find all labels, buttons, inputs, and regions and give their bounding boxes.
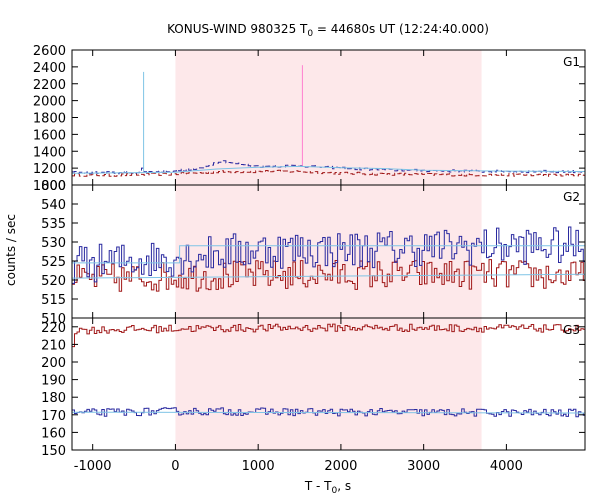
series-g2-fit-red	[72, 273, 585, 279]
y-tick-label: 535	[41, 217, 66, 232]
x-tick-label: 1000	[242, 459, 275, 474]
series-g1-red	[72, 169, 585, 177]
y-tick-label: 150	[41, 444, 66, 459]
y-tick-label: 540	[41, 198, 66, 213]
x-tick-label: 3000	[407, 459, 440, 474]
y-tick-label: 170	[41, 409, 66, 424]
y-tick-label: 1200	[33, 162, 66, 177]
series-g3-blue	[72, 407, 585, 418]
highlight-interval	[175, 50, 482, 450]
series-g2-red	[72, 259, 585, 292]
panel-label: G2	[563, 190, 580, 204]
chart-title-subscript: 0	[307, 29, 313, 39]
y-tick-label: 160	[41, 426, 66, 441]
x-axis-label-subscript: 0	[332, 486, 338, 496]
x-tick-label: 2000	[324, 459, 357, 474]
series-g2-blue	[72, 226, 585, 284]
chart-title-rest: = 44680s UT (12:24:40.000)	[313, 22, 489, 36]
panel-plot-area	[72, 226, 585, 292]
y-tick-label: 525	[41, 255, 66, 270]
y-tick-label: 1000	[33, 179, 66, 194]
x-tick-label: -1000	[74, 459, 112, 474]
y-tick-label: 200	[41, 356, 66, 371]
panel-g3: G3 150 160 170 180 190 200 210 220	[41, 317, 586, 459]
y-tick-label: 2600	[33, 44, 66, 59]
panel-label: G3	[563, 323, 580, 337]
y-axis-label: counts / sec	[4, 214, 18, 286]
chart-title: KONUS-WIND 980325 T0 = 44680s UT (12:24:…	[167, 22, 489, 39]
panel-plot-area	[72, 323, 585, 418]
y-tick-label: 220	[41, 321, 66, 336]
y-tick-label: 180	[41, 391, 66, 406]
y-tick-label: 2200	[33, 78, 66, 93]
chart-title-main: KONUS-WIND 980325 T	[167, 22, 308, 36]
y-tick-label: 510	[41, 312, 66, 327]
x-axis-label: T - T0, s	[304, 479, 351, 496]
series-g2-fit-blue	[72, 245, 585, 264]
x-axis-label-main: T - T	[304, 479, 332, 493]
panel-label: G1	[563, 55, 580, 69]
y-tick-label: 515	[41, 293, 66, 308]
y-tick-label: 1400	[33, 145, 66, 160]
y-tick-label: 2000	[33, 95, 66, 110]
x-axis-label-rest: , s	[337, 479, 351, 493]
x-tick-label: 0	[171, 459, 179, 474]
series-g1-fit	[72, 165, 585, 174]
y-tick-label: 800	[41, 179, 66, 194]
y-tick-label: 190	[41, 374, 66, 389]
y-tick-label: 520	[41, 274, 66, 289]
y-tick-label: 530	[41, 236, 66, 251]
panel-frame	[71, 317, 586, 451]
panel-plot-area	[72, 65, 585, 177]
y-tick-label: 1800	[33, 112, 66, 127]
x-tick-label: 4000	[490, 459, 523, 474]
y-tick-label: 2400	[33, 61, 66, 76]
series-g3-red	[72, 323, 585, 348]
y-tick-label: 1600	[33, 128, 66, 143]
series-g3-fit	[72, 411, 585, 414]
y-tick-label: 210	[41, 338, 66, 353]
